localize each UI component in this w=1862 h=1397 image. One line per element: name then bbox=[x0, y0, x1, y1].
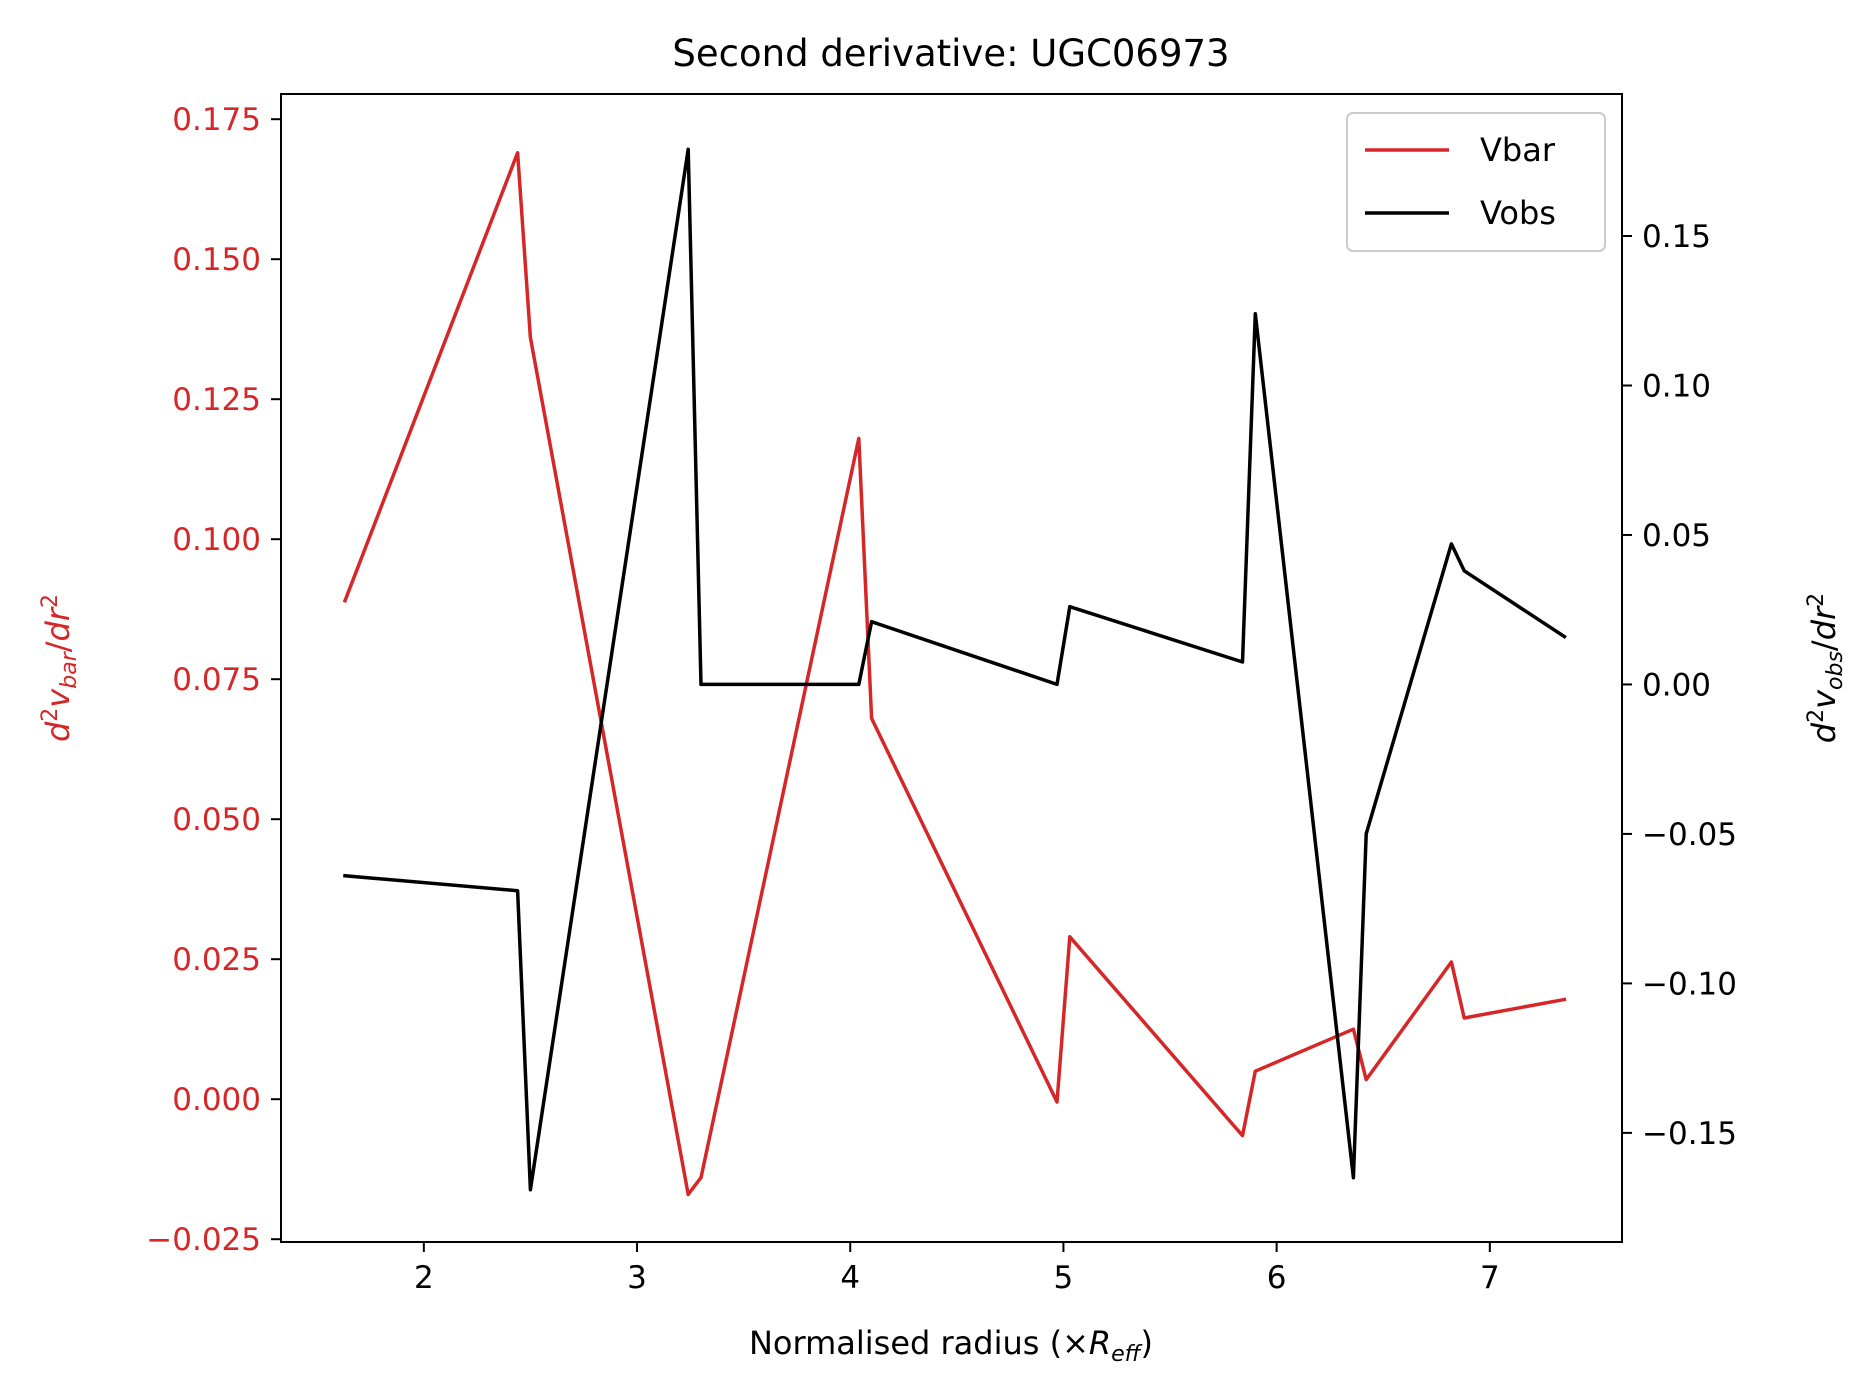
y-left-tick-label: 0.000 bbox=[172, 1082, 261, 1118]
x-tick-label: 6 bbox=[1267, 1260, 1287, 1296]
x-axis-label: Normalised radius (×Reff) bbox=[749, 1324, 1153, 1367]
x-axis-label-symbol: R bbox=[1089, 1324, 1111, 1362]
legend-box bbox=[1346, 112, 1606, 252]
y-right-tick-label: −0.15 bbox=[1642, 1116, 1737, 1152]
y-left-tick-label: 0.025 bbox=[172, 942, 261, 978]
x-tick-label: 3 bbox=[627, 1260, 647, 1296]
y-left-tick-label: −0.025 bbox=[146, 1222, 261, 1258]
y-left-label-v: v bbox=[39, 688, 77, 708]
y-right-label-sub: obs bbox=[1823, 651, 1848, 690]
x-tick-label: 2 bbox=[414, 1260, 434, 1296]
x-axis-label-text: Normalised radius (× bbox=[749, 1324, 1089, 1362]
y-right-label-slash: / bbox=[1805, 640, 1843, 651]
x-axis-label-close: ) bbox=[1141, 1324, 1153, 1362]
y-right-tick-label: 0.10 bbox=[1642, 368, 1711, 404]
y-left-tick-label: 0.125 bbox=[172, 382, 261, 418]
plot-frame bbox=[280, 93, 1623, 1243]
y-left-label-sub: bar bbox=[57, 650, 82, 688]
y-left-tick-label: 0.175 bbox=[172, 102, 261, 138]
legend-label-vobs: Vobs bbox=[1480, 194, 1556, 232]
y-axis-left: −0.025 0.000 0.025 0.050 0.075 0.100 0.125 0.15… bbox=[146, 102, 281, 1258]
x-tick-label: 4 bbox=[840, 1260, 860, 1296]
series-layer bbox=[342, 147, 1567, 1197]
y-right-tick-label: 0.00 bbox=[1642, 667, 1711, 703]
y-right-label-v: v bbox=[1805, 689, 1843, 709]
y-left-tick-label: 0.100 bbox=[172, 522, 261, 558]
legend: Vbar Vobs bbox=[1346, 112, 1606, 252]
x-tick-label: 5 bbox=[1054, 1260, 1074, 1296]
y-right-label-sup1: 2 bbox=[1804, 709, 1829, 723]
y-axis-left-label: d2vbar/dr2 bbox=[38, 594, 82, 742]
y-left-label-sup2: 2 bbox=[38, 594, 63, 608]
series-line-vobs bbox=[343, 147, 1567, 1192]
x-tick-label: 7 bbox=[1480, 1260, 1500, 1296]
y-axis-right-label: d2vobs/dr2 bbox=[1804, 593, 1848, 743]
y-axis-right: −0.15 −0.10 −0.05 0.00 0.05 0.10 0.15 bbox=[1622, 219, 1737, 1152]
y-left-label-d: d bbox=[39, 721, 77, 742]
y-left-tick-label: 0.075 bbox=[172, 662, 261, 698]
y-left-tick-label: 0.050 bbox=[172, 802, 261, 838]
chart-title: Second derivative: UGC06973 bbox=[672, 32, 1229, 75]
y-left-label-sup1: 2 bbox=[38, 708, 63, 722]
y-right-label-d: d bbox=[1805, 722, 1843, 743]
y-right-tick-label: 0.15 bbox=[1642, 219, 1711, 255]
y-left-label-slash: / bbox=[39, 641, 77, 652]
legend-label-vbar: Vbar bbox=[1480, 131, 1556, 169]
series-line-vbar bbox=[342, 151, 1567, 1197]
y-left-tick-label: 0.150 bbox=[172, 242, 261, 278]
y-right-label-dr: dr bbox=[1805, 605, 1843, 640]
y-left-label-dr: dr bbox=[39, 606, 77, 641]
y-right-tick-label: −0.05 bbox=[1642, 817, 1737, 853]
y-right-tick-label: 0.05 bbox=[1642, 518, 1711, 554]
x-axis: 2 3 4 5 6 7 bbox=[414, 1242, 1500, 1296]
y-right-tick-label: −0.10 bbox=[1642, 966, 1737, 1002]
y-right-label-sup2: 2 bbox=[1804, 593, 1829, 607]
x-axis-label-subscript: eff bbox=[1111, 1342, 1143, 1367]
